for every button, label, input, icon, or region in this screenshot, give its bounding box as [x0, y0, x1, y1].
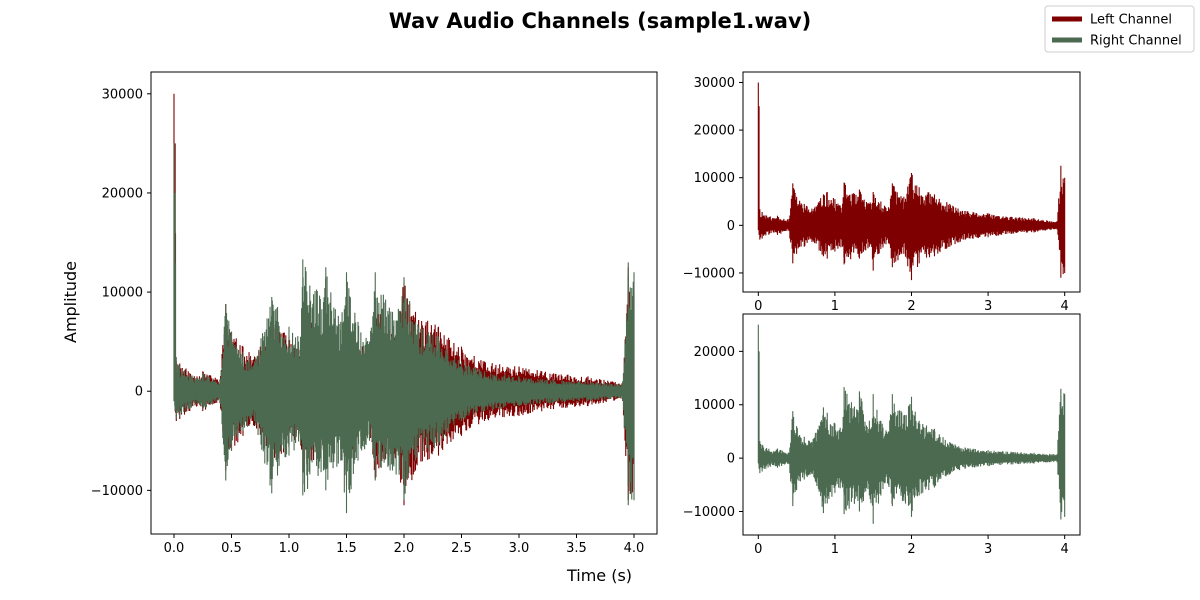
main-y-tick-label: 30000	[102, 87, 143, 102]
left-channel-x-tick-label: 0	[754, 299, 762, 314]
left-channel-y-tick-label: 30000	[694, 76, 735, 91]
main-x-tick-label: 1.5	[336, 541, 357, 556]
right-channel-y-tick-label: 10000	[694, 398, 735, 413]
left-channel-x-tick-label: 3	[984, 299, 992, 314]
right-channel-y-tick-label: 0	[727, 452, 735, 467]
left-channel-y-tick-label: 20000	[694, 124, 735, 139]
left-channel-y-tick-label: 0	[727, 219, 735, 234]
main-y-tick-label: −10000	[91, 484, 143, 499]
y-axis-label: Amplitude	[61, 261, 80, 343]
left-channel-x-tick-label: 4	[1061, 299, 1069, 314]
right-channel-axes: 0 1 2 3 4 −10000 0 10000 20000	[683, 313, 1081, 557]
legend-frame	[1044, 5, 1195, 53]
main-x-tick-label: 4.0	[624, 541, 645, 556]
main-y-tick-label: 20000	[102, 186, 143, 201]
main-axes: 0.0 0.5 1.0 1.5 2.0 2.5 3.0 3.5 4.0 −10000 0 10000 2…	[91, 71, 658, 556]
left-channel-axes: 0 1 2 3 4 −10000 0 10000 20000 30000	[683, 71, 1081, 314]
main-y-tick-label: 10000	[102, 286, 143, 301]
main-y-tick-label: 0	[135, 385, 143, 400]
main-x-tick-label: 2.0	[394, 541, 415, 556]
series-right-channel-waveform	[173, 143, 635, 514]
right-channel-y-tick-label: −10000	[683, 505, 735, 520]
right-channel-x-tick-label: 1	[831, 542, 839, 557]
main-x-tick-label: 0.5	[221, 541, 242, 556]
legend-label-left-channel: Left Channel	[1090, 13, 1172, 28]
right-channel-y-tick-label: 20000	[694, 345, 735, 360]
right-channel-x-tick-label: 4	[1061, 542, 1069, 557]
legend: Left Channel Right Channel	[1044, 5, 1195, 53]
left-channel-x-tick-label: 2	[907, 299, 915, 314]
main-x-tick-label: 2.5	[451, 541, 472, 556]
main-x-tick-label: 0.0	[164, 541, 185, 556]
left-channel-waveform	[757, 82, 1066, 281]
main-x-tick-label: 3.0	[509, 541, 530, 556]
legend-label-right-channel: Right Channel	[1090, 34, 1182, 49]
left-channel-x-tick-label: 1	[831, 299, 839, 314]
chart-title: Wav Audio Channels (sample1.wav)	[389, 9, 812, 33]
x-axis-label: Time (s)	[566, 566, 632, 585]
right-channel-x-tick-label: 3	[984, 542, 992, 557]
main-x-tick-label: 3.5	[566, 541, 587, 556]
right-channel-x-tick-label: 0	[754, 542, 762, 557]
right-channel-x-tick-label: 2	[907, 542, 915, 557]
right-channel-waveform	[757, 324, 1066, 524]
left-channel-y-tick-label: −10000	[683, 266, 735, 281]
main-x-tick-label: 1.0	[279, 541, 300, 556]
left-channel-y-tick-label: 10000	[694, 171, 735, 186]
